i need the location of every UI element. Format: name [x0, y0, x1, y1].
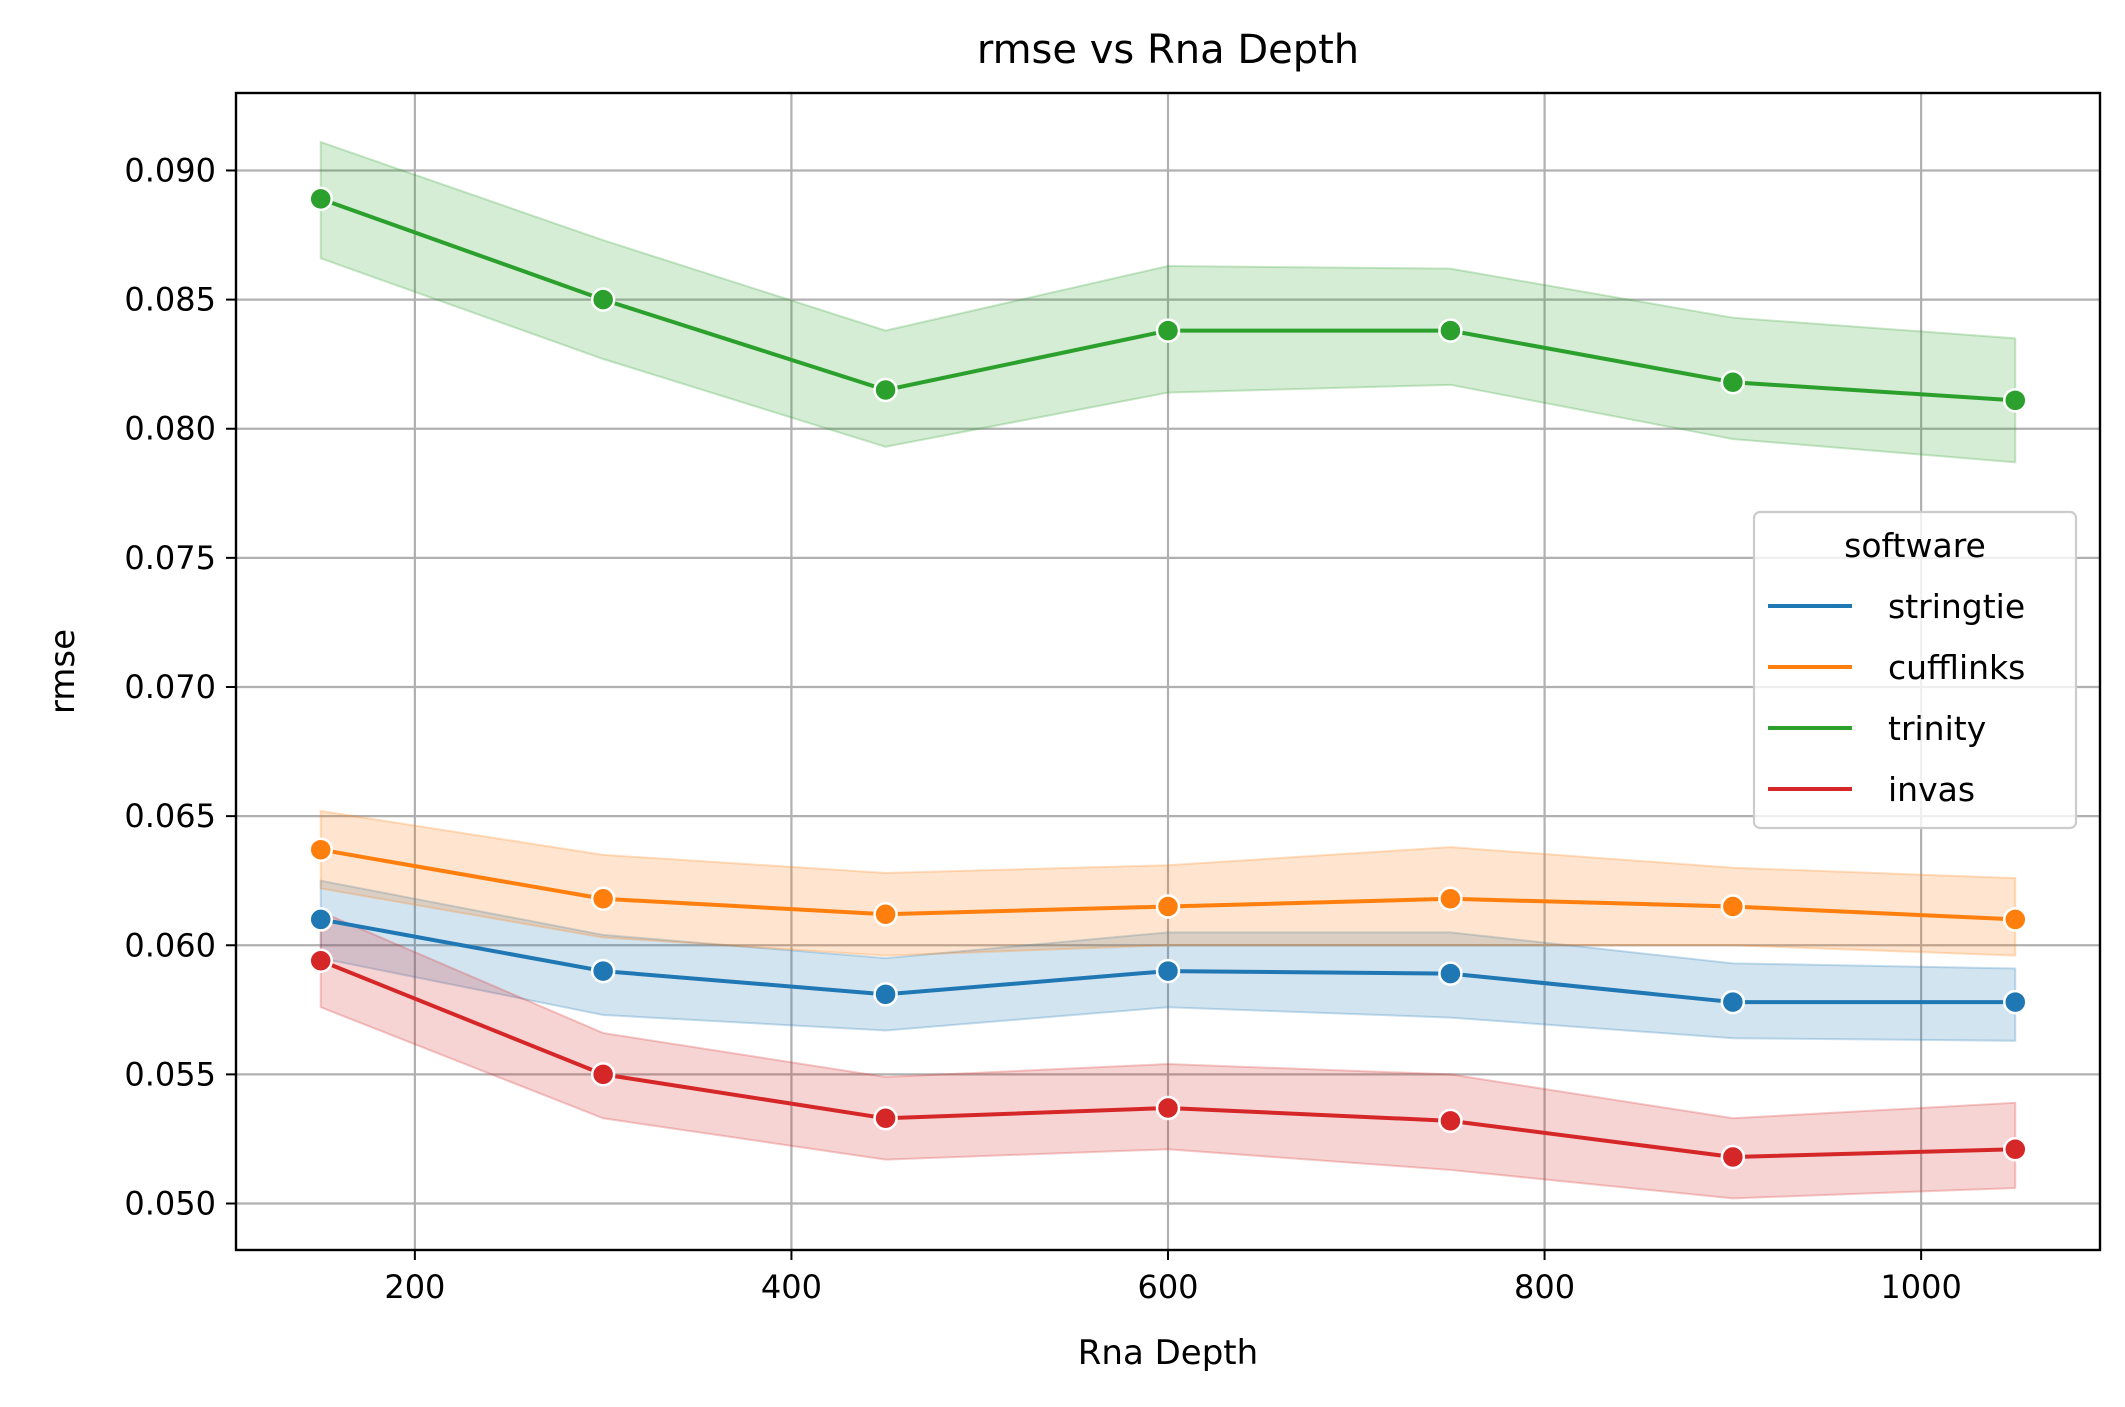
data-point-cufflinks [590, 886, 616, 912]
data-point-stringtie [2003, 989, 2028, 1015]
x-tick-label: 1000 [1880, 1268, 1961, 1306]
legend: software stringtie cufflinks trinity invas [1752, 510, 2078, 830]
y-tick-label: 0.080 [124, 410, 216, 448]
data-point-trinity [1155, 318, 1181, 343]
legend-label-invas: invas [1888, 770, 1975, 809]
data-point-invas [1155, 1095, 1181, 1121]
x-tick-label: 400 [761, 1268, 822, 1306]
x-tick-label: 600 [1137, 1268, 1198, 1306]
data-point-invas [1720, 1144, 1746, 1170]
data-point-invas [308, 948, 333, 973]
legend-item-stringtie: stringtie [1768, 587, 2025, 626]
y-tick-label: 0.060 [124, 926, 216, 964]
y-axis-label: rmse [43, 629, 83, 714]
data-point-cufflinks [873, 902, 898, 927]
data-point-stringtie [873, 982, 898, 1007]
legend-label-trinity: trinity [1888, 709, 1986, 748]
data-point-trinity [1720, 370, 1746, 395]
y-tick-label: 0.085 [124, 281, 216, 319]
series-points [308, 186, 2028, 1170]
y-tick-label: 0.050 [124, 1185, 216, 1223]
data-point-cufflinks [2003, 907, 2028, 932]
data-point-trinity [2003, 388, 2028, 413]
legend-title: software [1844, 526, 1986, 565]
y-tick-label: 0.090 [124, 151, 216, 189]
data-point-cufflinks [1438, 886, 1463, 912]
confidence-band-trinity [319, 140, 2017, 464]
chart-title: rmse vs Rna Depth [977, 27, 1359, 73]
data-point-trinity [1438, 318, 1463, 343]
data-point-trinity [590, 287, 616, 312]
legend-item-invas: invas [1768, 770, 1975, 809]
x-axis-label: Rna Depth [1078, 1333, 1258, 1373]
data-point-stringtie [1438, 961, 1463, 986]
data-point-invas [590, 1062, 616, 1087]
y-tick-label: 0.065 [124, 797, 216, 835]
data-point-trinity [873, 377, 898, 403]
confidence-bands [319, 140, 2017, 1200]
data-point-stringtie [308, 907, 333, 932]
data-point-stringtie [1720, 989, 1746, 1015]
data-point-invas [1438, 1108, 1463, 1134]
legend-box [1752, 510, 2078, 830]
data-point-cufflinks [308, 837, 333, 862]
data-point-stringtie [1155, 958, 1181, 984]
x-tick-label: 800 [1514, 1268, 1575, 1306]
y-tick-label: 0.055 [124, 1055, 216, 1093]
data-point-cufflinks [1720, 894, 1746, 919]
legend-label-stringtie: stringtie [1888, 587, 2025, 626]
confidence-band-cufflinks [319, 809, 2017, 957]
legend-item-trinity: trinity [1768, 709, 1986, 748]
y-tick-label: 0.070 [124, 668, 216, 706]
x-tick-label: 200 [384, 1268, 445, 1306]
data-point-invas [2003, 1137, 2028, 1162]
legend-item-cufflinks: cufflinks [1768, 648, 2025, 687]
confidence-band-invas [319, 910, 2017, 1200]
data-point-trinity [308, 186, 333, 212]
data-point-cufflinks [1155, 894, 1181, 919]
axis-ticks: 200 400 600 800 1000 0.050 0.055 0.060 0.065 0.07… [124, 151, 1961, 1306]
data-point-stringtie [590, 958, 616, 984]
data-point-invas [873, 1106, 898, 1131]
legend-label-cufflinks: cufflinks [1888, 648, 2025, 687]
legend-items: stringtie cufflinks trinity invas [1768, 587, 2025, 809]
y-tick-label: 0.075 [124, 539, 216, 577]
